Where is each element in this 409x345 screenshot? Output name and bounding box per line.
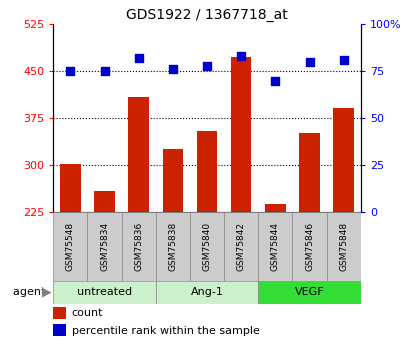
Text: GSM75834: GSM75834 — [100, 222, 109, 271]
Bar — [333, 108, 353, 212]
Text: GSM75846: GSM75846 — [304, 222, 313, 271]
Text: percentile rank within the sample: percentile rank within the sample — [72, 326, 259, 335]
Point — [67, 68, 74, 74]
Bar — [94, 191, 115, 212]
Bar — [121, 212, 155, 281]
Bar — [258, 212, 292, 281]
Bar — [292, 212, 326, 281]
Text: GSM75548: GSM75548 — [66, 222, 75, 271]
Text: GSM75836: GSM75836 — [134, 222, 143, 271]
Bar — [326, 212, 360, 281]
Point — [339, 57, 346, 63]
Bar — [162, 149, 183, 212]
Bar — [87, 212, 121, 281]
Text: untreated: untreated — [77, 287, 132, 297]
Text: VEGF: VEGF — [294, 287, 324, 297]
Title: GDS1922 / 1367718_at: GDS1922 / 1367718_at — [126, 8, 287, 22]
Bar — [60, 164, 81, 212]
Bar — [230, 57, 251, 212]
Bar — [128, 98, 148, 212]
Text: Ang-1: Ang-1 — [190, 287, 223, 297]
Bar — [224, 212, 258, 281]
Text: count: count — [72, 308, 103, 318]
Bar — [189, 212, 224, 281]
Text: GSM75840: GSM75840 — [202, 222, 211, 271]
Point — [237, 53, 244, 59]
Bar — [155, 212, 189, 281]
Text: GSM75842: GSM75842 — [236, 222, 245, 271]
Point — [203, 63, 210, 68]
Point — [135, 55, 142, 61]
Bar — [53, 307, 65, 319]
Bar — [53, 212, 87, 281]
Bar — [53, 281, 155, 304]
Text: GSM75838: GSM75838 — [168, 222, 177, 271]
Bar — [265, 204, 285, 212]
Point — [306, 59, 312, 65]
Text: ▶: ▶ — [42, 286, 51, 299]
Bar — [258, 281, 360, 304]
Point — [272, 78, 278, 83]
Bar — [53, 324, 65, 336]
Point — [101, 68, 108, 74]
Bar — [299, 132, 319, 212]
Bar — [196, 131, 217, 212]
Bar — [155, 281, 258, 304]
Text: GSM75848: GSM75848 — [338, 222, 347, 271]
Text: GSM75844: GSM75844 — [270, 222, 279, 271]
Text: agent: agent — [13, 287, 49, 297]
Point — [169, 67, 176, 72]
